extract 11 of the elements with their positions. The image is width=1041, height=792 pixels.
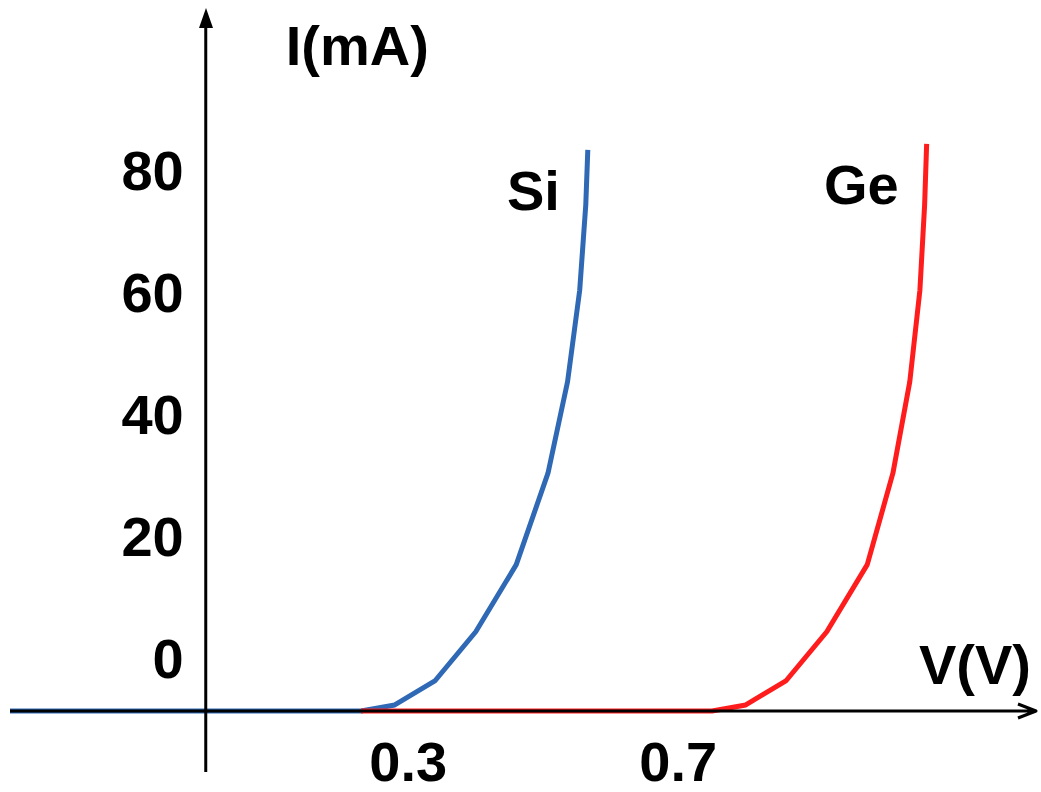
y-tick-label: 80: [121, 138, 184, 202]
y-tick-label: 40: [121, 382, 184, 446]
y-axis-title: I(mA): [285, 14, 429, 78]
x-tick-label: 0.7: [639, 730, 718, 792]
y-tick-label: 0: [152, 626, 184, 690]
series-label: Ge: [823, 153, 899, 217]
series-label: Si: [506, 159, 560, 223]
y-tick-label: 60: [121, 260, 184, 324]
x-axis-title: V(V): [919, 633, 1031, 697]
x-tick-label: 0.3: [369, 730, 448, 792]
y-tick-label: 20: [121, 504, 184, 568]
